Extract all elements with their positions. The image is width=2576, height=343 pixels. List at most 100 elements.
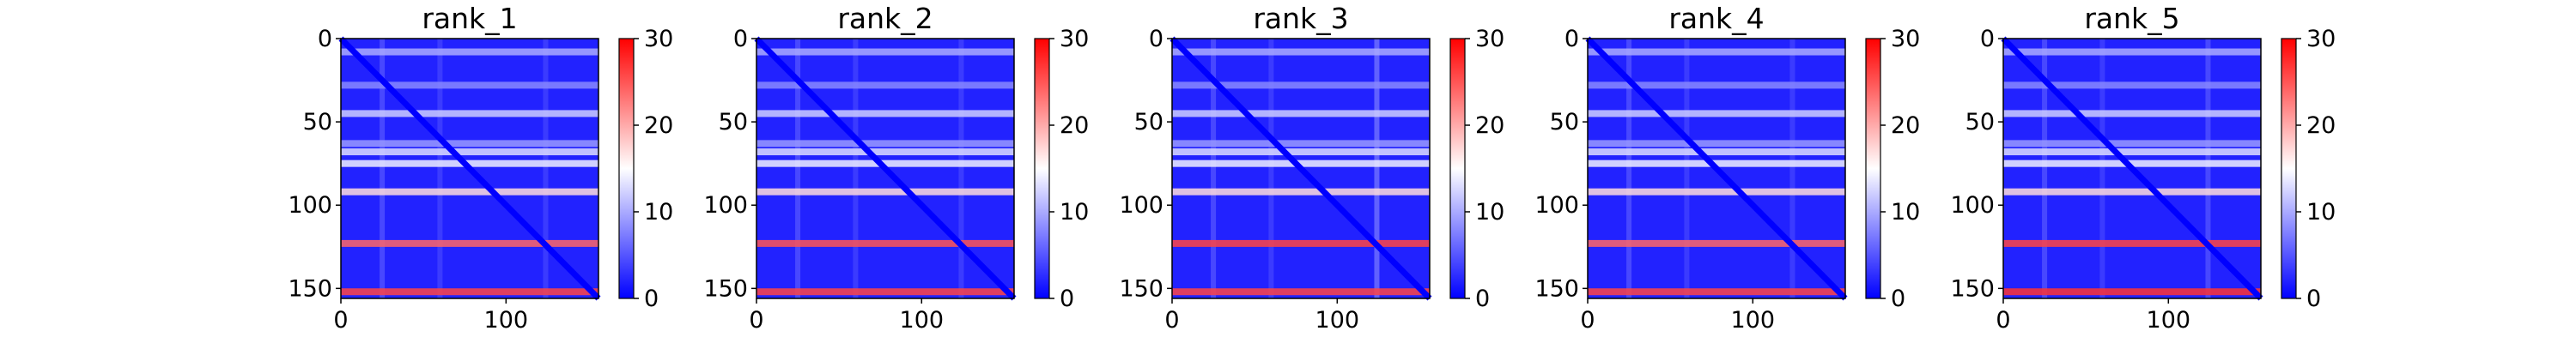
heatmap-diagonal: [2001, 36, 2263, 301]
x-tick-label: 0: [333, 307, 348, 334]
colorbar-tick-label: 10: [1475, 199, 1504, 226]
heatmap-row-band: [2003, 288, 2261, 296]
y-tick-label: 50: [303, 109, 332, 135]
heatmap-row-band: [1172, 159, 1430, 167]
heatmap-diagonal: [1585, 36, 1848, 301]
heatmap-column-band: [795, 39, 801, 298]
x-tick-label: 100: [1315, 307, 1360, 334]
heatmap-row-band: [756, 148, 1014, 156]
x-tick-label: 100: [2147, 307, 2191, 334]
heatmap-row-band: [1588, 239, 1845, 247]
colorbar-tick-label: 20: [2306, 112, 2336, 139]
heatmap-row-band: [1172, 239, 1430, 247]
x-tick-label: 0: [1580, 307, 1595, 334]
heatmap-row-band: [341, 188, 598, 196]
heatmap-row-band: [2003, 148, 2261, 156]
heatmap-column-band: [2042, 39, 2048, 298]
heatmap-row-band: [341, 239, 598, 247]
heatmap-row-band: [341, 110, 598, 117]
y-tick-label: 150: [1534, 275, 1579, 302]
colorbar-tick-label: 20: [1060, 112, 1089, 139]
heatmap-row-band: [1588, 288, 1845, 296]
heatmap-row-band: [1588, 48, 1845, 56]
heatmap-row-band: [341, 48, 598, 56]
colorbar-tick-label: 20: [1475, 112, 1504, 139]
heatmap-row-band: [756, 239, 1014, 247]
heatmap-row-band: [1588, 159, 1845, 167]
colorbar-tick-label: 20: [644, 112, 673, 139]
y-tick-label: 100: [703, 192, 748, 219]
y-tick-label: 50: [719, 109, 748, 135]
colorbar-tick-label: 30: [1060, 26, 1089, 52]
heatmap-row-band: [1588, 188, 1845, 196]
y-tick-label: 150: [1119, 275, 1163, 302]
heatmap-row-band: [2003, 188, 2261, 196]
heatmap-row-band: [756, 110, 1014, 117]
y-tick-label: 150: [703, 275, 748, 302]
heatmap-column-band: [437, 39, 443, 298]
axes-frame: [756, 38, 1015, 299]
colorbar-tick-label: 30: [644, 26, 673, 52]
axes-frame: [2002, 38, 2262, 299]
y-tick-label: 150: [288, 275, 332, 302]
heatmap-row-band: [1172, 148, 1430, 156]
heatmap-row-band: [2003, 48, 2261, 56]
heatmap-column-band: [2205, 39, 2211, 298]
colorbar-tick-label: 10: [1891, 199, 1920, 226]
heatmap-row-band: [1588, 110, 1845, 117]
y-tick-label: 100: [288, 192, 332, 219]
heatmap-diagonal: [1170, 36, 1432, 301]
heatmap-row-band: [2003, 81, 2261, 89]
x-tick-label: 100: [900, 307, 945, 334]
heatmap-row-band: [2003, 239, 2261, 247]
heatmap-row-band: [756, 188, 1014, 196]
x-tick-label: 0: [749, 307, 763, 334]
x-tick-label: 0: [1996, 307, 2010, 334]
y-tick-label: 0: [318, 26, 332, 52]
heatmap-row-band: [1172, 81, 1430, 89]
axes-frame: [1587, 38, 1846, 299]
y-tick-label: 0: [1149, 26, 1163, 52]
colorbar-tick-label: 0: [644, 286, 659, 312]
heatmap-row-band: [1172, 188, 1430, 196]
colorbar: [618, 38, 635, 299]
colorbar-tick-label: 20: [1891, 112, 1920, 139]
heatmap-row-band: [756, 48, 1014, 56]
colorbar-tick-label: 30: [1891, 26, 1920, 52]
chart-title: rank_2: [837, 2, 933, 35]
y-tick-label: 50: [1134, 109, 1163, 135]
heatmap-row-band: [1172, 48, 1430, 56]
chart-title: rank_4: [1668, 2, 1764, 35]
colorbar-tick-label: 0: [1060, 286, 1074, 312]
y-tick-label: 150: [1950, 275, 1995, 302]
heatmap-row-band: [341, 140, 598, 147]
colorbar-tick-label: 10: [1060, 199, 1089, 226]
x-tick-label: 100: [484, 307, 529, 334]
heatmap-column-band: [1268, 39, 1274, 298]
colorbar-tick-label: 0: [1475, 286, 1490, 312]
y-tick-label: 0: [1564, 26, 1579, 52]
colorbar-tick-label: 0: [2306, 286, 2321, 312]
heatmap-row-band: [341, 159, 598, 167]
y-tick-label: 100: [1119, 192, 1163, 219]
y-tick-label: 0: [733, 26, 748, 52]
heatmap-row-band: [1588, 140, 1845, 147]
heatmap-column-band: [1684, 39, 1690, 298]
heatmap-row-band: [2003, 110, 2261, 117]
heatmap-row-band: [756, 159, 1014, 167]
heatmap-row-band: [2003, 159, 2261, 167]
heatmap-column-band: [380, 39, 386, 298]
heatmap-row-band: [341, 288, 598, 296]
colorbar: [1034, 38, 1050, 299]
heatmap-column-band: [543, 39, 549, 298]
heatmap-row-band: [341, 148, 598, 156]
colorbar-tick-label: 30: [1475, 26, 1504, 52]
heatmap-column-band: [853, 39, 859, 298]
heatmap-row-band: [756, 288, 1014, 296]
colorbar-tick-label: 0: [1891, 286, 1905, 312]
